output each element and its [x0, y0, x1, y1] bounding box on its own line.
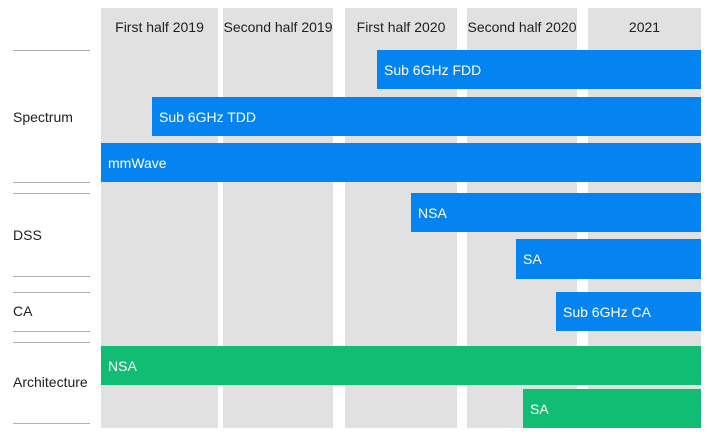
column-header: First half 2020 — [356, 19, 446, 35]
bar-label: Sub 6GHz CA — [563, 303, 651, 320]
bar-label: Sub 6GHz FDD — [384, 61, 482, 78]
column-header: 2021 — [628, 19, 661, 35]
section-divider — [13, 276, 90, 277]
section-label-ca: CA — [13, 303, 33, 319]
bar-architecture-nsa: NSA — [101, 346, 701, 385]
bar-label: SA — [523, 251, 542, 267]
column-header: Second half 2020 — [467, 19, 577, 35]
bar-label: Sub 6GHz TDD — [159, 108, 256, 125]
bar-mmwave: mmWave — [101, 143, 701, 182]
bar-dss-nsa: NSA — [411, 193, 701, 232]
column-header: Second half 2019 — [223, 19, 333, 35]
bar-sub6ghz-fdd: Sub 6GHz FDD — [377, 50, 701, 89]
bar-label: SA — [530, 400, 549, 417]
section-label-spectrum: Spectrum — [13, 109, 73, 125]
bar-dss-sa: SA — [516, 239, 701, 279]
section-divider — [13, 50, 90, 51]
bar-label: NSA — [108, 357, 137, 374]
bar-sub6ghz-tdd: Sub 6GHz TDD — [152, 97, 701, 136]
section-divider — [13, 182, 90, 183]
section-divider — [13, 342, 90, 343]
column-header: First half 2019 — [115, 19, 204, 35]
bar-label: NSA — [418, 204, 447, 221]
section-label-architecture: Architecture — [13, 374, 88, 390]
section-divider — [13, 331, 90, 332]
section-label-dss: DSS — [13, 227, 42, 243]
bar-sub6ghz-ca: Sub 6GHz CA — [556, 292, 701, 331]
section-divider — [13, 292, 90, 293]
bar-label: mmWave — [108, 154, 167, 171]
bar-architecture-sa: SA — [523, 389, 701, 428]
section-divider — [13, 423, 90, 424]
section-divider — [13, 193, 90, 194]
